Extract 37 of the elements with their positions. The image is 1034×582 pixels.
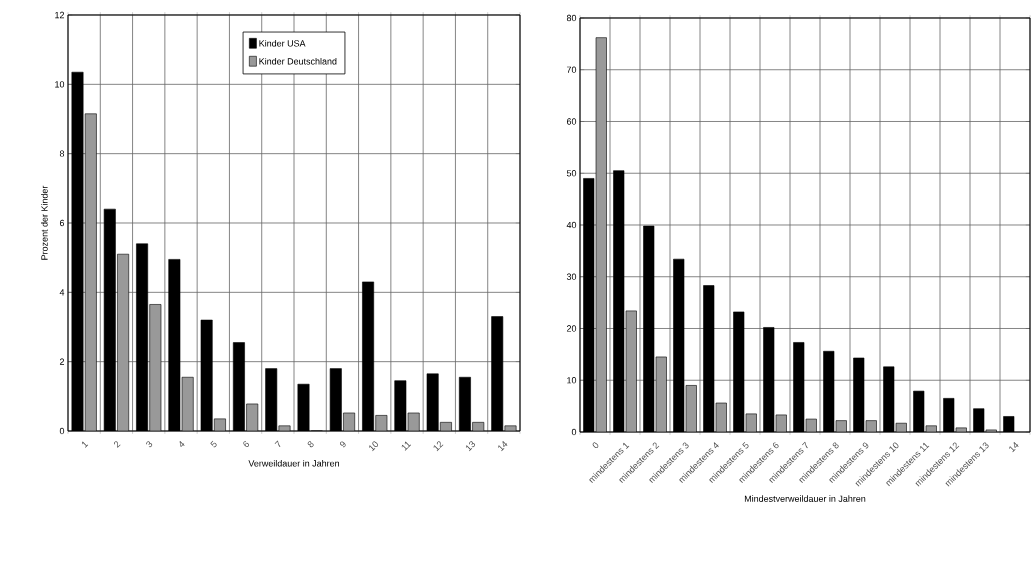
y-tick-label: 10 bbox=[567, 377, 577, 384]
y-tick-label: 0 bbox=[571, 428, 577, 436]
x-tick-label: 14 bbox=[498, 441, 508, 452]
y-tick-label: 12 bbox=[55, 11, 65, 19]
x-tick-label: 9 bbox=[339, 441, 346, 448]
y-tick-label: 40 bbox=[566, 221, 577, 229]
y-tick-label: 2 bbox=[59, 358, 65, 365]
x-tick-label: 2 bbox=[113, 441, 121, 448]
x-tick-label: 0 bbox=[592, 442, 599, 449]
x-tick-label: 14 bbox=[1009, 442, 1019, 453]
x-tick-label: 8 bbox=[307, 441, 314, 448]
x-tick-label: 12 bbox=[433, 441, 444, 452]
legend-label: Kinder Deutschland bbox=[259, 57, 337, 65]
x-tick-label: 13 bbox=[465, 441, 476, 452]
x-tick-label: 7 bbox=[274, 440, 281, 447]
y-tick-label: 30 bbox=[566, 273, 577, 280]
x-tick-label: 11 bbox=[401, 441, 412, 451]
y-axis-title: Prozent der Kinder bbox=[41, 185, 48, 260]
x-axis-title: Mindestverweildauer in Jahren bbox=[744, 495, 866, 502]
x-tick-label: 3 bbox=[146, 441, 153, 448]
x-tick-label: 5 bbox=[210, 440, 217, 448]
y-tick-label: 20 bbox=[566, 325, 577, 332]
y-tick-label: 4 bbox=[59, 289, 65, 296]
x-tick-label: 10 bbox=[369, 441, 379, 452]
x-axis-title: Verweildauer in Jahren bbox=[248, 459, 340, 467]
y-tick-label: 50 bbox=[566, 170, 577, 177]
y-tick-label: 80 bbox=[566, 14, 577, 22]
y-tick-label: 0 bbox=[59, 427, 65, 435]
y-tick-label: 60 bbox=[566, 118, 577, 125]
x-tick-label: 6 bbox=[243, 441, 250, 448]
x-tick-label: 1 bbox=[81, 441, 89, 448]
y-tick-label: 10 bbox=[55, 81, 65, 88]
x-tick-label: 4 bbox=[179, 441, 185, 447]
y-tick-label: 6 bbox=[59, 219, 65, 227]
legend-label: Kinder USA bbox=[259, 40, 306, 47]
y-tick-label: 8 bbox=[59, 150, 65, 157]
y-tick-label: 70 bbox=[566, 66, 577, 73]
